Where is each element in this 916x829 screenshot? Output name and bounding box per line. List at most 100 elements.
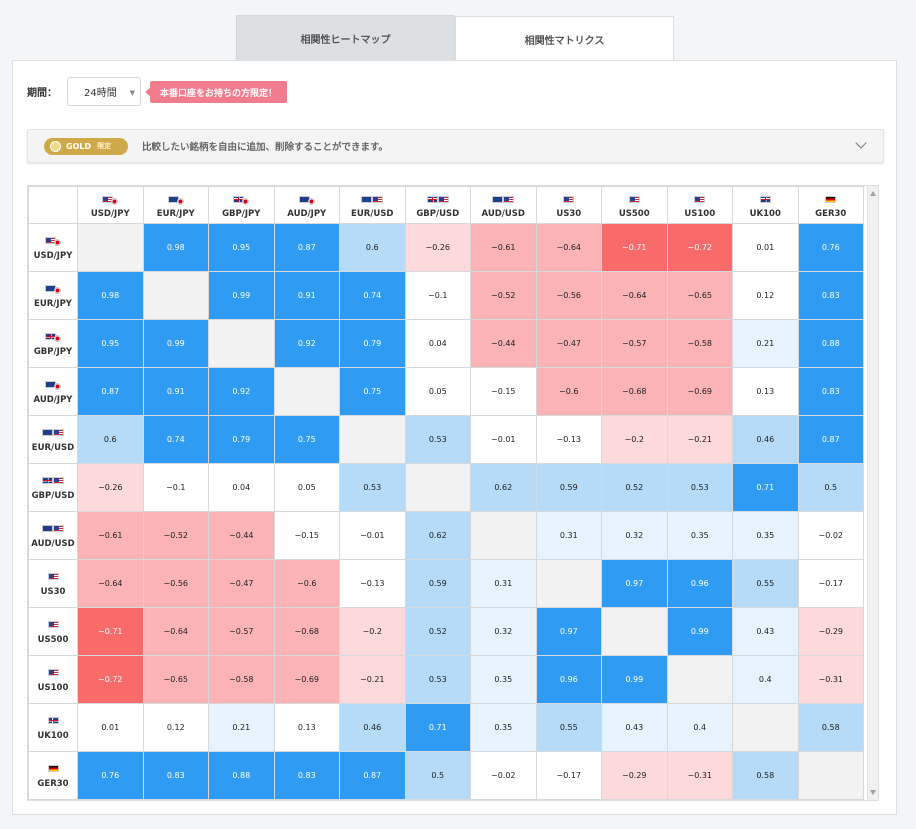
correlation-cell: −0.1: [404, 271, 471, 320]
correlation-cell: 0.96: [535, 655, 602, 704]
jp-flag-icon: [111, 197, 119, 205]
gold-feature-bar[interactable]: GOLD 限定 比較したい銘柄を自由に追加、削除することができます。: [27, 129, 884, 163]
row-header: USD/JPY: [28, 223, 78, 272]
table-row: EUR/USD 0.6 0.74 0.79 0.75 0.53 −0.01 −0.13 −0.2…: [28, 415, 864, 464]
scroll-down-icon[interactable]: [870, 790, 876, 795]
diagonal-cell: [339, 415, 406, 464]
correlation-cell: 0.71: [732, 463, 799, 512]
vertical-scrollbar[interactable]: [867, 186, 878, 800]
column-header-label: AUD/JPY: [287, 209, 327, 219]
correlation-cell: −0.01: [339, 511, 406, 560]
gold-badge-label: GOLD: [66, 141, 92, 151]
us-flag-icon: [437, 195, 449, 203]
correlation-cell: −0.65: [142, 655, 209, 704]
de-flag-icon: [47, 765, 59, 772]
row-header-label: GBP/USD: [31, 490, 75, 501]
column-header: US500: [601, 186, 668, 224]
correlation-cell: −0.17: [797, 559, 864, 608]
column-header: US30: [535, 186, 602, 224]
us-flag-icon: [47, 669, 59, 676]
column-header-label: GER30: [815, 209, 847, 219]
correlation-cell: 0.99: [666, 607, 733, 656]
jp-flag-icon: [242, 197, 250, 205]
column-header: AUD/JPY: [273, 186, 340, 224]
correlation-cell: −0.58: [208, 655, 275, 704]
column-header: GBP/JPY: [208, 186, 275, 224]
correlation-cell: 0.4: [732, 655, 799, 704]
period-select[interactable]: 24時間 ▼: [67, 77, 141, 106]
diagonal-cell: [535, 559, 602, 608]
correlation-cell: −0.69: [273, 655, 340, 704]
correlation-cell: 0.92: [208, 367, 275, 416]
table-row: AUD/USD −0.61 −0.52 −0.44 −0.15 −0.01 0.62 0.31…: [28, 511, 864, 560]
correlation-cell: −0.64: [77, 559, 144, 608]
correlation-cell: 0.4: [666, 703, 733, 752]
us-flag-icon: [53, 525, 64, 532]
tab-heatmap[interactable]: 相関性ヒートマップ: [236, 15, 455, 61]
correlation-cell: 0.21: [732, 319, 799, 368]
row-header: AUD/USD: [28, 511, 78, 560]
us-flag-icon: [47, 573, 59, 580]
table-row: UK100 0.01 0.12 0.21 0.13 0.46 0.71 0.35 0.55 0.4…: [28, 703, 864, 752]
row-header: UK100: [28, 703, 78, 752]
us-flag-icon: [563, 195, 575, 203]
correlation-cell: 0.79: [208, 415, 275, 464]
column-header: EUR/USD: [339, 186, 406, 224]
scroll-up-icon[interactable]: [870, 191, 876, 196]
table-row: GBP/USD −0.26 −0.1 0.04 0.05 0.53 0.62 0.59 0.52…: [28, 463, 864, 512]
flag-icon: [799, 193, 864, 205]
flag-icon: [29, 283, 77, 295]
column-header: GBP/USD: [404, 186, 471, 224]
correlation-cell: 0.88: [797, 319, 864, 368]
period-label: 期間：: [27, 88, 57, 99]
correlation-cell: 0.32: [601, 511, 668, 560]
tab-matrix[interactable]: 相関性マトリクス: [455, 16, 674, 62]
correlation-cell: −0.44: [470, 319, 537, 368]
flag-icon: [340, 193, 405, 205]
correlation-cell: 0.35: [470, 703, 537, 752]
correlation-cell: 0.96: [666, 559, 733, 608]
gb-flag-icon: [759, 195, 771, 203]
flag-icon: [29, 763, 77, 775]
matrix-corner: [28, 186, 78, 224]
us-flag-icon: [503, 195, 515, 203]
correlation-cell: 0.91: [142, 367, 209, 416]
correlation-cell: 0.13: [273, 703, 340, 752]
correlation-cell: 0.31: [535, 511, 602, 560]
correlation-cell: 0.55: [535, 703, 602, 752]
correlation-cell: 0.12: [142, 703, 209, 752]
correlation-cell: 0.87: [77, 367, 144, 416]
correlation-cell: 0.98: [142, 223, 209, 272]
correlation-cell: −0.56: [142, 559, 209, 608]
correlation-cell: 0.74: [142, 415, 209, 464]
correlation-cell: −0.13: [535, 415, 602, 464]
flag-icon: [29, 427, 77, 439]
correlation-cell: −0.29: [797, 607, 864, 656]
row-header: GER30: [28, 751, 78, 800]
column-header-label: US100: [684, 209, 716, 219]
correlation-cell: 0.46: [339, 703, 406, 752]
row-header: US500: [28, 607, 78, 656]
flag-icon: [29, 667, 77, 679]
correlation-cell: −0.61: [77, 511, 144, 560]
table-row: US500 −0.71 −0.64 −0.57 −0.68 −0.2 0.52 0.32 0.9…: [28, 607, 864, 656]
gb-flag-icon: [426, 195, 438, 203]
correlation-cell: 0.95: [77, 319, 144, 368]
correlation-cell: −0.68: [601, 367, 668, 416]
correlation-cell: −0.64: [142, 607, 209, 656]
correlation-cell: 0.92: [273, 319, 340, 368]
correlation-cell: −0.57: [208, 607, 275, 656]
correlation-cell: 0.58: [732, 751, 799, 800]
jp-flag-icon: [54, 335, 61, 342]
column-header: GER30: [797, 186, 864, 224]
flag-icon: [29, 235, 77, 247]
diagonal-cell: [404, 463, 471, 512]
correlation-cell: −0.6: [273, 559, 340, 608]
row-header: EUR/JPY: [28, 271, 78, 320]
flag-icon: [29, 619, 77, 631]
chevron-down-icon[interactable]: [855, 137, 867, 149]
correlation-cell: 0.05: [404, 367, 471, 416]
correlation-cell: 0.53: [339, 463, 406, 512]
correlation-cell: 0.99: [601, 655, 668, 704]
correlation-cell: −0.2: [601, 415, 668, 464]
